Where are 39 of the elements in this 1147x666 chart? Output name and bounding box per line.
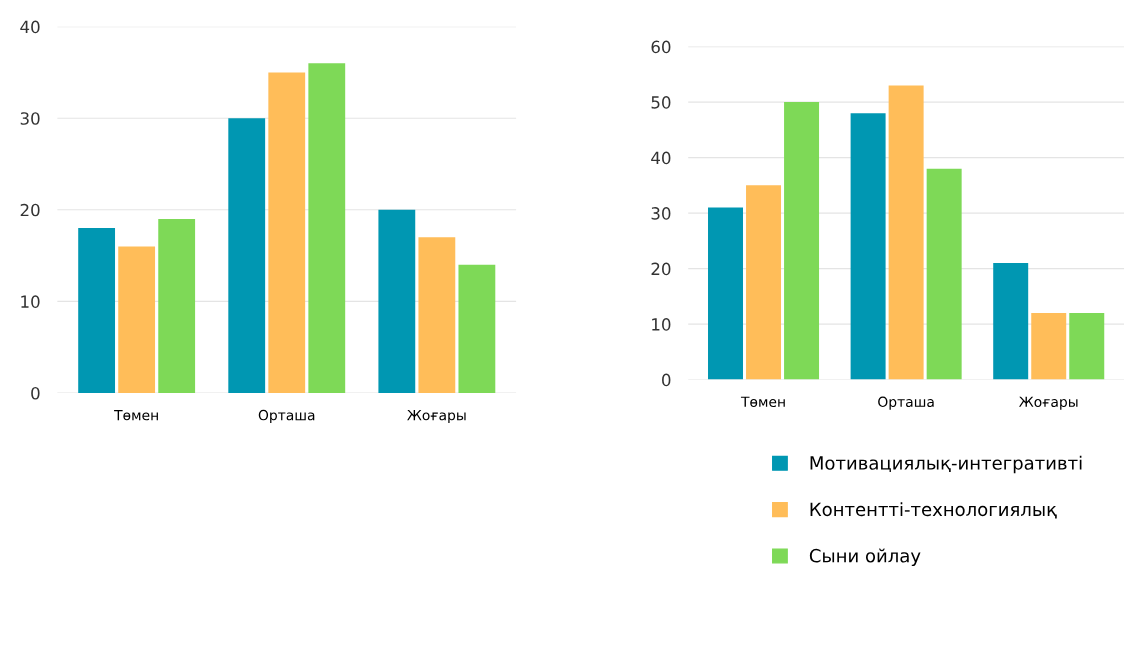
- y-tick-label: 60: [651, 40, 671, 54]
- bar: [888, 85, 924, 380]
- bar: [268, 72, 306, 393]
- y-tick-label: 20: [20, 203, 40, 217]
- bar: [308, 63, 346, 393]
- y-tick-label: 40: [651, 151, 671, 165]
- bar: [118, 246, 156, 393]
- y-tick-label: 50: [651, 96, 671, 109]
- legend-label: Сыни ойлау: [809, 548, 921, 567]
- y-tick-label: 30: [651, 207, 671, 220]
- bar: [784, 102, 820, 380]
- bar: [926, 168, 962, 380]
- bar: [1069, 313, 1105, 380]
- x-tick-label: Төмен: [114, 410, 158, 421]
- bar: [158, 218, 196, 393]
- legend-label: Мотивациялық-интегративті: [810, 455, 1082, 474]
- x-tick-label: Жоғары: [407, 410, 466, 424]
- bar: [418, 237, 456, 393]
- bar: [746, 185, 782, 380]
- bar: [78, 228, 116, 393]
- y-tick-label: 10: [652, 318, 671, 331]
- y-tick-label: 0: [31, 386, 40, 400]
- bar: [993, 263, 1029, 380]
- bar: [228, 118, 266, 393]
- bar: [458, 264, 496, 393]
- bar: [1031, 313, 1067, 380]
- y-tick-label: 40: [20, 20, 40, 34]
- bar: [378, 209, 416, 393]
- x-tick-label: Жоғары: [1019, 396, 1078, 410]
- y-tick-label: 20: [651, 262, 671, 276]
- x-tick-label: Орташа: [258, 409, 315, 424]
- legend-label: Контентті-технологиялық: [810, 502, 1057, 519]
- y-tick-label: 0: [662, 373, 671, 387]
- bar: [850, 113, 886, 380]
- bar: [708, 207, 743, 380]
- y-tick-label: 10: [21, 295, 40, 308]
- y-tick-label: 30: [20, 112, 40, 125]
- x-tick-label: Төмен: [740, 396, 785, 408]
- x-tick-label: Орташа: [878, 396, 934, 410]
